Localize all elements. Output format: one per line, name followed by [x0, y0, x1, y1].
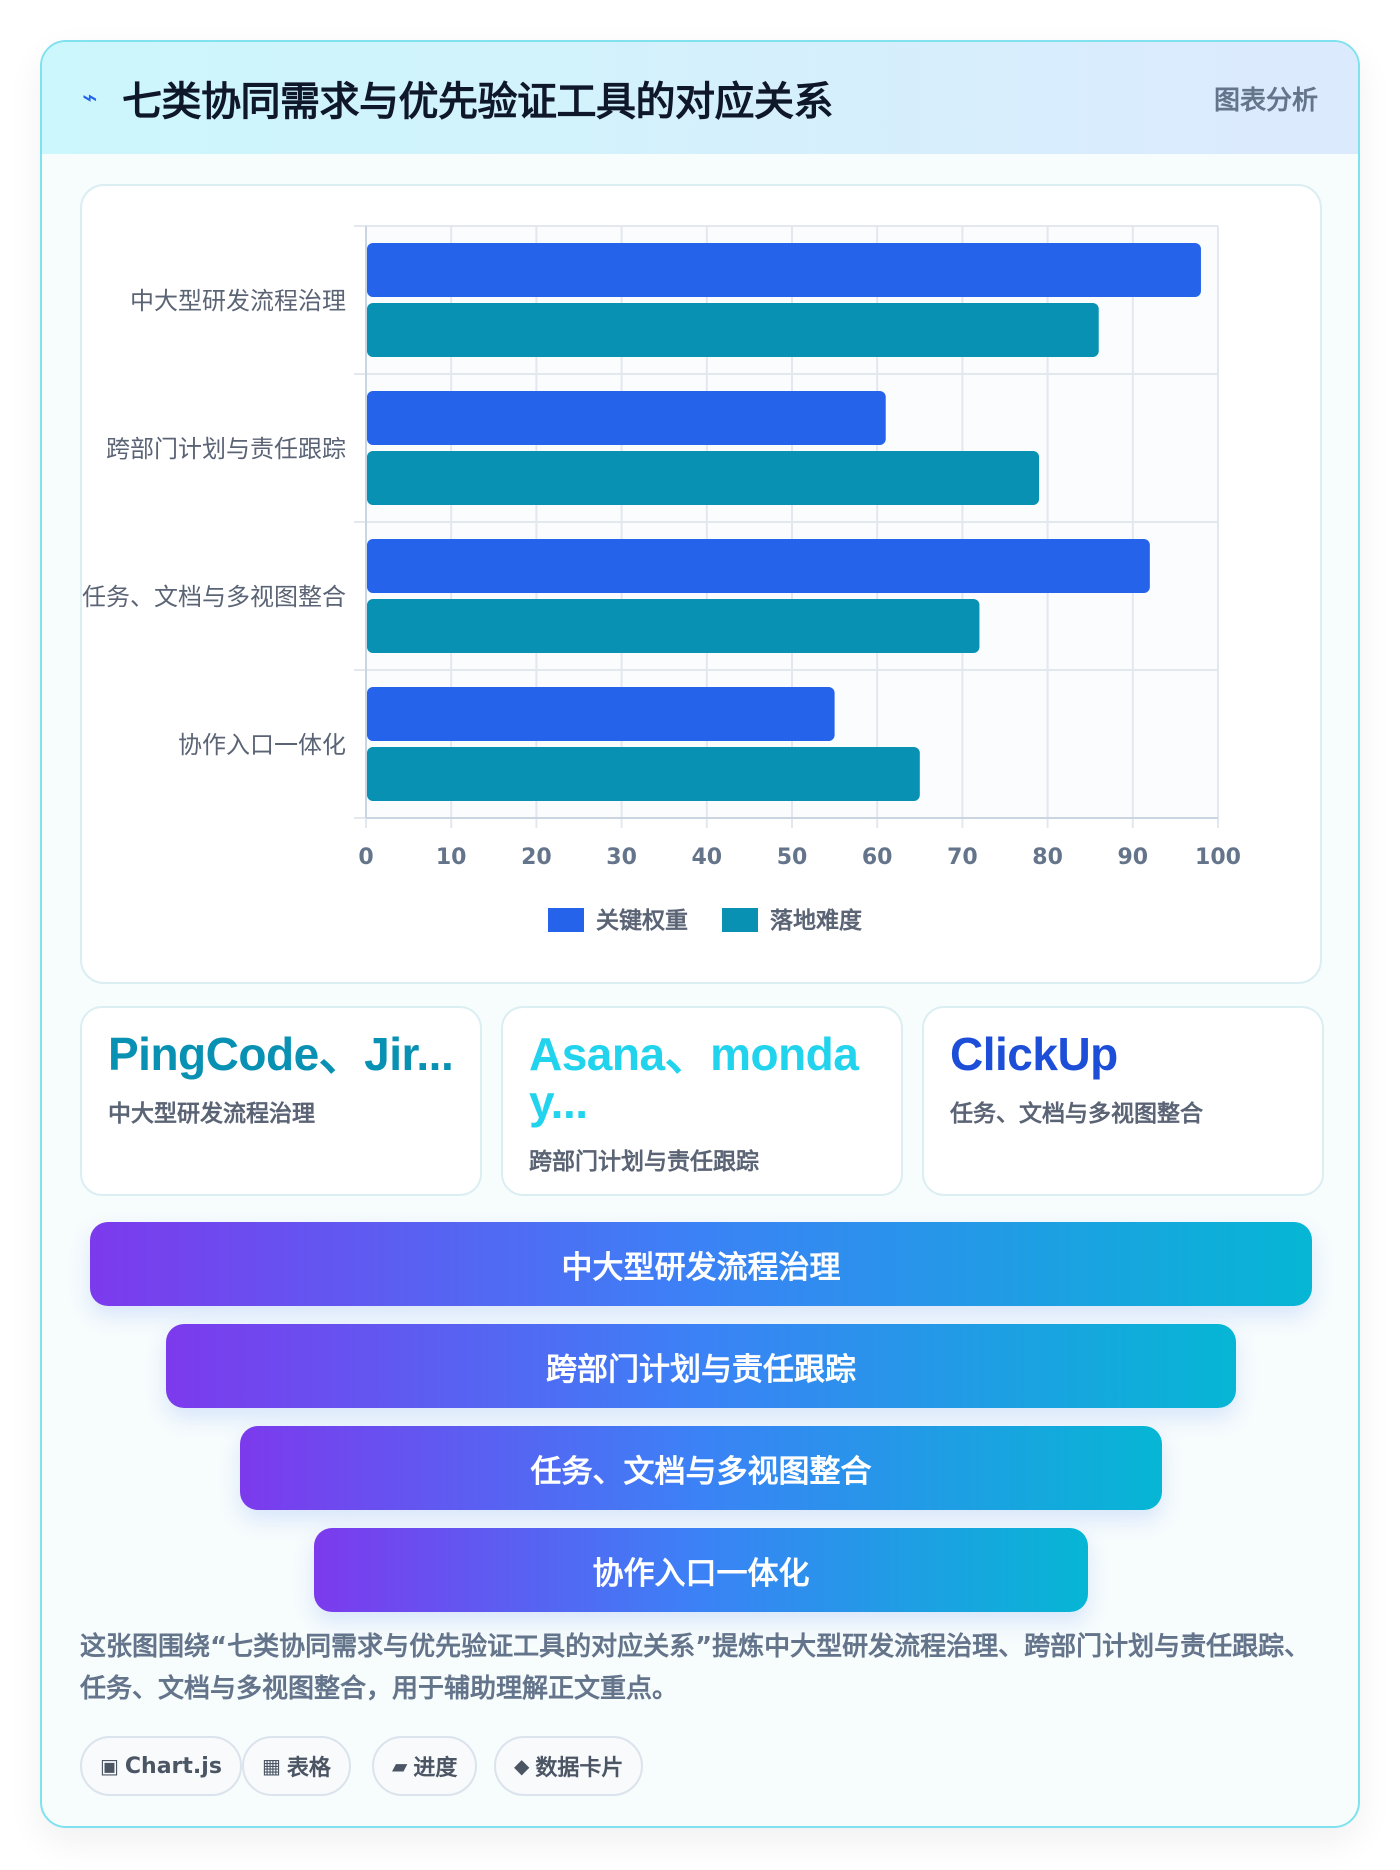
bar [367, 451, 1040, 505]
bar [367, 747, 920, 801]
legend-label: 关键权重 [596, 907, 688, 934]
progress-icon: ▰ [392, 1754, 408, 1778]
category-label: 跨部门计划与责任跟踪 [106, 435, 346, 463]
summary-text: 这张图围绕“七类协同需求与优先验证工具的对应关系”提炼中大型研发流程治理、跨部门… [80, 1632, 1311, 1704]
stat-desc: 中大型研发流程治理 [108, 1101, 315, 1127]
funnel-step-4: 协作入口一体化 [314, 1528, 1088, 1612]
stat-card-3: ClickUp 任务、文档与多视图整合 [922, 1006, 1324, 1196]
chip-label: 进度 [413, 1756, 458, 1781]
legend-swatch [722, 908, 758, 932]
stat-card-1: PingCode、Jir... 中大型研发流程治理 [80, 1006, 482, 1196]
header: ⌁ 七类协同需求与优先验证工具的对应关系 图表分析 [42, 42, 1358, 154]
category-label: 中大型研发流程治理 [130, 287, 346, 315]
funnel-step-3: 任务、文档与多视图整合 [240, 1426, 1162, 1510]
bar [367, 599, 980, 653]
chip-data-cards[interactable]: ◆ 数据卡片 [494, 1736, 644, 1796]
bar [367, 243, 1201, 297]
x-tick-label: 30 [606, 845, 637, 870]
chip-chartjs[interactable]: ▣ Chart.js [80, 1736, 242, 1796]
chart-icon: ▣ [100, 1754, 119, 1778]
page-title: 七类协同需求与优先验证工具的对应关系 [122, 79, 833, 125]
stat-card-2: Asana、monday... 跨部门计划与责任跟踪 [501, 1006, 903, 1196]
funnel-step-1: 中大型研发流程治理 [90, 1222, 1312, 1306]
bar-chart: 0 10 20 30 40 50 60 70 80 90 100 中大型研发流程治理跨部门计划与责任跟… [82, 225, 1241, 934]
x-tick-label: 90 [1117, 845, 1148, 870]
x-tick-label: 80 [1032, 845, 1063, 870]
legend-swatch [548, 908, 584, 932]
legend-label: 落地难度 [770, 907, 863, 934]
main-card: ⌁ 七类协同需求与优先验证工具的对应关系 图表分析 0 10 20 30 40 50 60 7… [40, 40, 1360, 1828]
bar [367, 687, 835, 741]
bar [367, 539, 1150, 593]
bar [367, 391, 886, 445]
chip-label: 数据卡片 [535, 1756, 624, 1781]
stat-value: ClickUp [950, 1028, 1118, 1080]
chip-label: Chart.js [124, 1753, 222, 1779]
diamond-icon: ◆ [514, 1754, 530, 1778]
x-tick-label: 60 [862, 845, 893, 870]
stat-desc: 任务、文档与多视图整合 [950, 1101, 1203, 1127]
x-tick-label: 50 [777, 845, 808, 870]
bolt-icon: ⌁ [82, 83, 98, 113]
x-tick-label: 10 [436, 845, 467, 870]
x-tick-label: 20 [521, 845, 552, 870]
x-tick-label: 0 [358, 845, 373, 870]
chip-label: 表格 [286, 1756, 331, 1781]
x-tick-label: 70 [947, 845, 978, 870]
table-icon: ▦ [262, 1754, 281, 1778]
chip-table[interactable]: ▦ 表格 [242, 1736, 351, 1796]
header-tag: 图表分析 [1213, 85, 1318, 116]
funnel-step-2: 跨部门计划与责任跟踪 [166, 1324, 1236, 1408]
category-label: 协作入口一体化 [178, 731, 346, 759]
chart-panel: 0 10 20 30 40 50 60 70 80 90 100 中大型研发流程治理跨部门计划与责任跟… [80, 184, 1322, 984]
stat-desc: 跨部门计划与责任跟踪 [529, 1149, 759, 1175]
chip-progress[interactable]: ▰ 进度 [372, 1736, 478, 1796]
x-tick-label: 100 [1195, 845, 1241, 870]
stat-value: Asana、monday... [529, 1028, 859, 1128]
category-label: 任务、文档与多视图整合 [82, 583, 346, 611]
stat-value: PingCode、Jir... [108, 1028, 454, 1080]
x-tick-label: 40 [691, 845, 722, 870]
bar [367, 303, 1099, 357]
